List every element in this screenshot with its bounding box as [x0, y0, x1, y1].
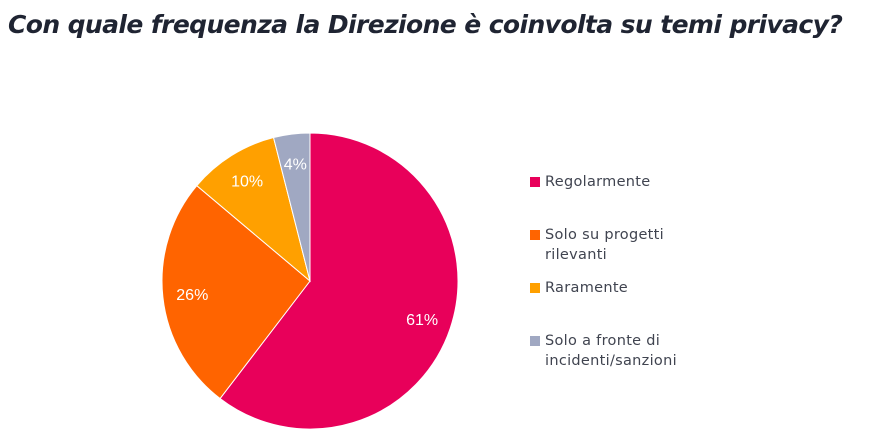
pie-slice	[196, 136, 311, 283]
data-label: 61%	[406, 312, 438, 329]
data-label: 10%	[231, 174, 263, 191]
legend-label: Regolarmente	[545, 174, 651, 190]
legend-swatch	[530, 177, 540, 187]
legend-label: Solo a fronte di incidenti/sanzioni	[545, 333, 677, 369]
legend-item: Regolarmente	[530, 172, 730, 192]
pie-slice	[161, 184, 311, 400]
legend-label: Solo su progetti rilevanti	[545, 227, 664, 263]
legend-label: Raramente	[545, 280, 629, 296]
legend-swatch	[530, 336, 540, 346]
data-label: 26%	[176, 287, 208, 304]
legend-item: Solo a fronte di incidenti/sanzioni	[530, 331, 700, 371]
pie-slice	[272, 132, 311, 282]
legend-swatch	[530, 283, 540, 293]
data-label: 4%	[284, 157, 307, 174]
legend-swatch	[530, 230, 540, 240]
chart-title: Con quale frequenza la Direzione è coinv…	[8, 10, 843, 39]
legend-item: Raramente	[530, 278, 730, 298]
legend-item: Solo su progetti rilevanti	[530, 225, 730, 265]
pie-slice	[219, 132, 459, 430]
